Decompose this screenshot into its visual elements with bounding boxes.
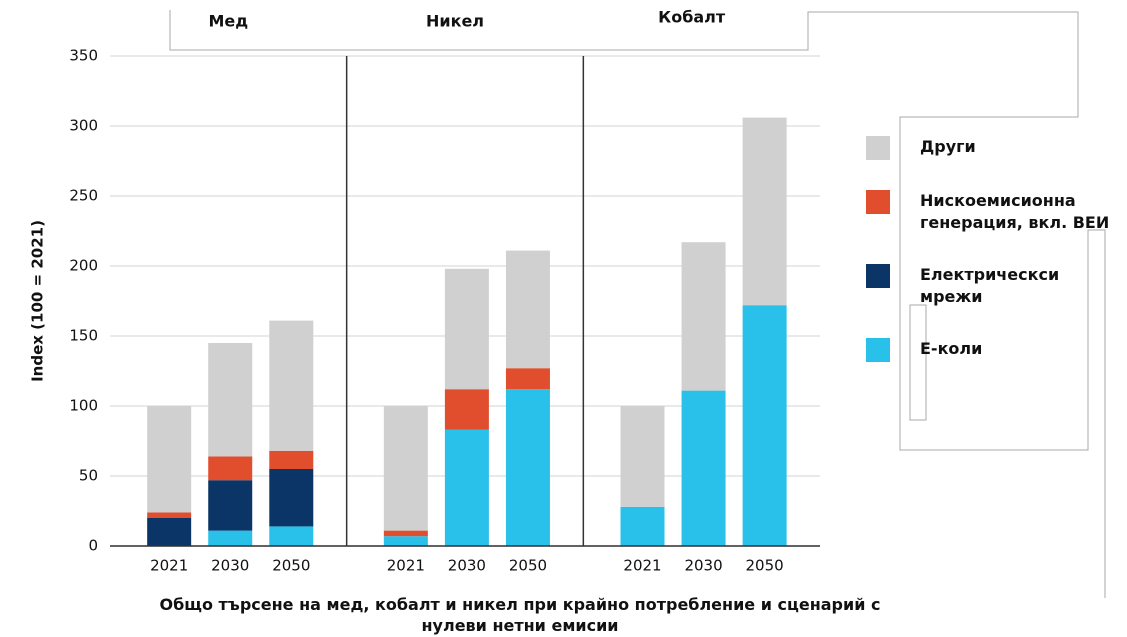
bar-segment [269,450,314,469]
bar-segment [444,389,489,430]
legend-item: Е-коли [866,338,1116,362]
bar-segment [208,456,253,481]
bar-segment [383,530,428,537]
bar-segment [505,250,550,369]
y-tick-label: 100 [69,397,98,415]
bar-segment [269,469,314,527]
y-tick-label: 0 [88,537,98,555]
group-label: Никел [426,12,484,31]
bar-segment [147,518,192,546]
y-tick-label: 150 [69,327,98,345]
x-tick-label: 2050 [272,557,310,575]
bar-segment [620,406,665,507]
x-tick-label: 2050 [746,557,784,575]
x-tick-label: 2021 [387,557,425,575]
group-label: Мед [208,12,248,31]
legend-swatch [866,136,890,160]
bar-segment [383,536,428,546]
bar-segment [444,429,489,546]
legend: Други Нискоемисионна генерация, вкл. ВЕИ Е… [866,136,1116,392]
bar-segment [742,117,787,306]
y-tick-label: 350 [69,47,98,65]
group-label: Кобалт [658,8,726,27]
x-tick-label: 2030 [684,557,722,575]
bar-segment [269,320,314,451]
x-tick-label: 2030 [448,557,486,575]
bar-segment [505,368,550,390]
bar-segment [147,406,192,513]
bar-segment [383,406,428,531]
chart-title: Общо търсене на мед, кобалт и никел при … [159,595,881,635]
x-tick-label: 2050 [509,557,547,575]
bar-segment [147,512,192,518]
y-tick-label: 50 [79,467,98,485]
bar-segment [742,305,787,546]
bar-segment [208,480,253,531]
x-tick-label: 2021 [150,557,188,575]
bar-segment [681,390,726,546]
legend-label: Други [920,137,976,156]
bar-segment [505,389,550,546]
legend-label: Е-коли [920,339,983,358]
y-tick-label: 250 [69,187,98,205]
bar-segment [681,242,726,391]
y-axis-label: Index (100 = 2021) [29,220,47,382]
bar-segment [269,526,314,546]
legend-item: Електрическси мрежи [866,264,1116,308]
bar-segment [444,268,489,390]
legend-swatch [866,338,890,362]
legend-item: Нискоемисионна генерация, вкл. ВЕИ [866,190,1116,234]
bar-segment [208,530,253,546]
legend-swatch [866,190,890,214]
bar-segment [620,506,665,546]
y-tick-label: 200 [69,257,98,275]
legend-label: Нискоемисионна генерация, вкл. ВЕИ [920,191,1110,232]
frame-artifact [169,10,1106,598]
bar-segment [208,343,253,457]
x-tick-label: 2030 [211,557,249,575]
frame-artifact [909,304,927,421]
legend-swatch [866,264,890,288]
y-tick-label: 300 [69,117,98,135]
legend-item: Други [866,136,1116,160]
legend-label: Електрическси мрежи [920,265,1060,306]
x-tick-label: 2021 [623,557,661,575]
